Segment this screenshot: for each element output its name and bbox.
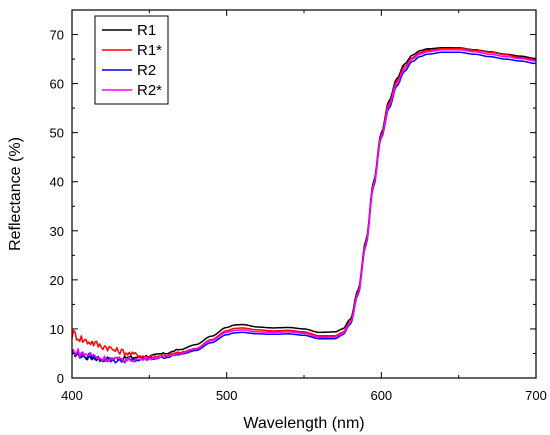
- legend-label: R1: [137, 22, 156, 39]
- series-line: [71, 48, 536, 363]
- y-tick-label: 40: [50, 175, 64, 190]
- axis-ticks: [71, 9, 537, 379]
- x-tick-label: 500: [216, 388, 238, 403]
- y-axis-title: Reflectance (%): [7, 137, 24, 251]
- legend-label: R2: [137, 62, 156, 79]
- legend-label: R2*: [137, 82, 162, 99]
- x-tick-label: 700: [525, 388, 547, 403]
- x-axis-title: Wavelength (nm): [243, 415, 364, 432]
- axis-tick-labels: 400 500 600 700 0 10 20 30 40 50 60 70: [50, 28, 547, 403]
- y-tick-label: 10: [50, 322, 64, 337]
- legend: R1 R1* R2 R2*: [94, 15, 169, 105]
- y-tick-label: 20: [50, 273, 64, 288]
- y-tick-label: 0: [57, 371, 64, 386]
- x-tick-label: 400: [61, 388, 83, 403]
- y-tick-label: 50: [50, 126, 64, 141]
- y-tick-label: 70: [50, 28, 64, 43]
- plot-lines: [71, 47, 537, 364]
- x-tick-label: 600: [370, 388, 392, 403]
- y-tick-label: 60: [50, 77, 64, 92]
- legend-label: R1*: [137, 42, 162, 59]
- y-tick-label: 30: [50, 224, 64, 239]
